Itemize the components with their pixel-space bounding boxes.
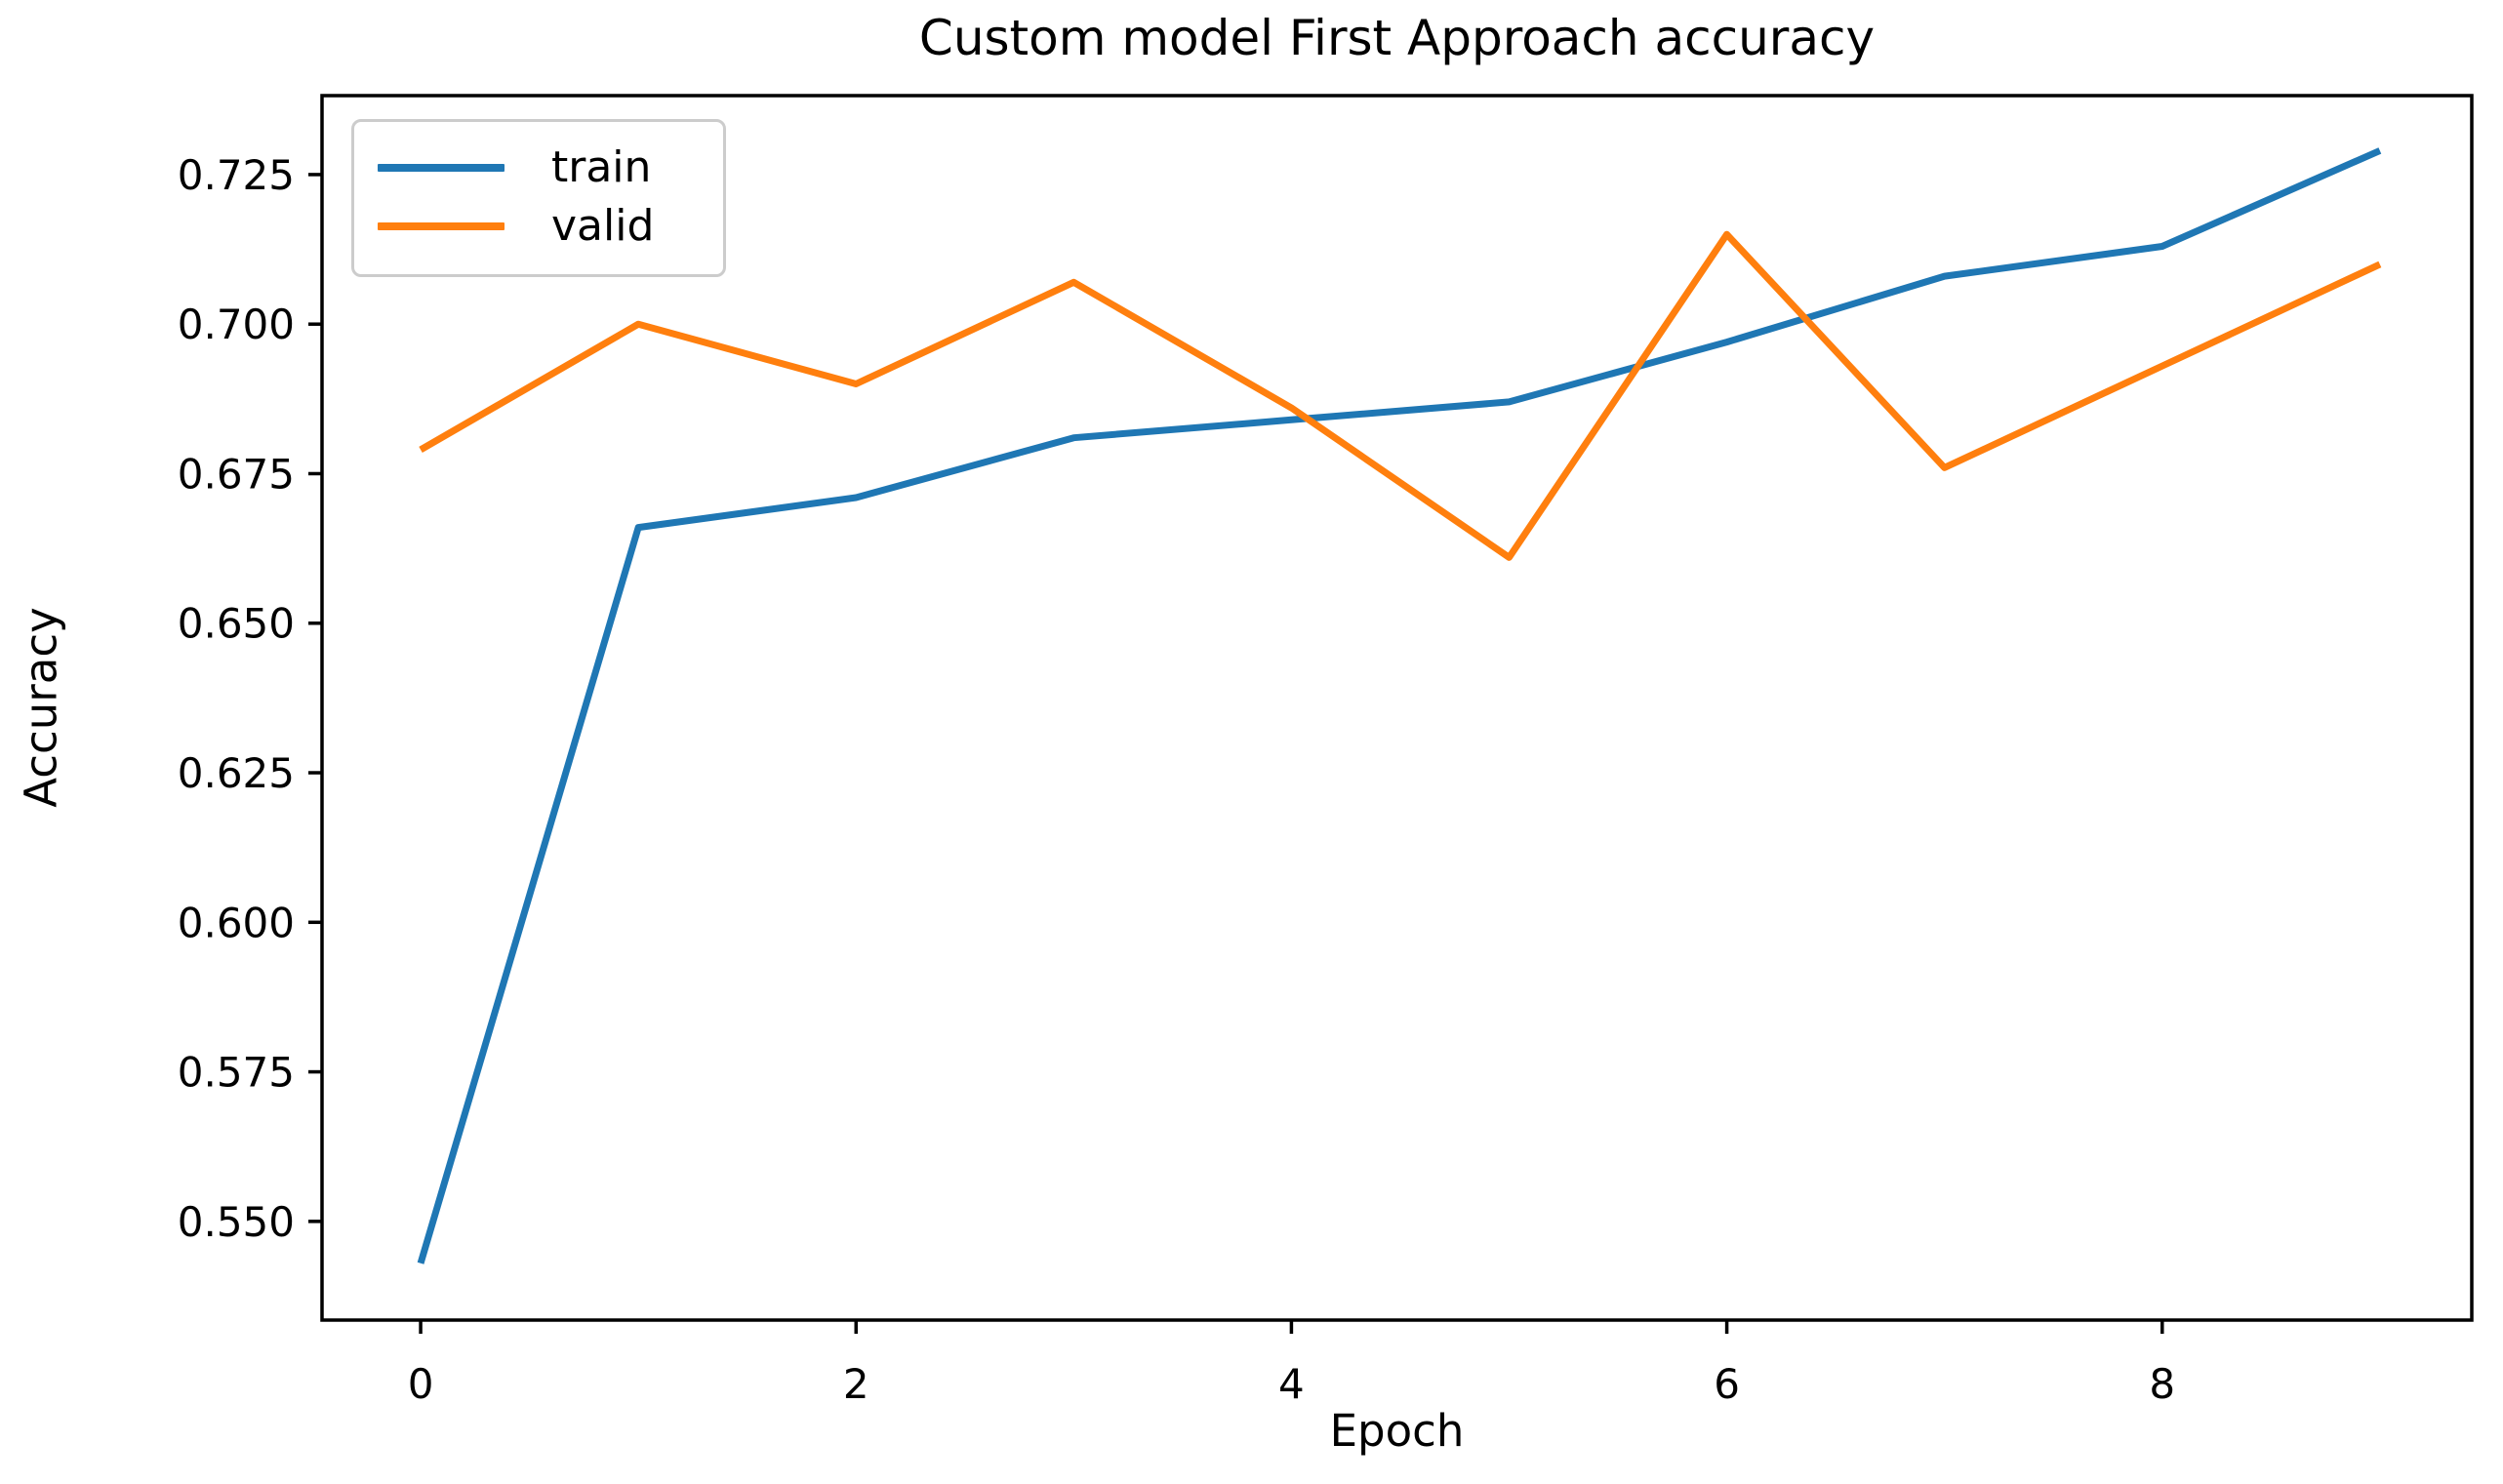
series-train-line bbox=[417, 147, 2382, 1264]
y-tick-label: 0.725 bbox=[178, 151, 295, 199]
y-tick-label: 0.675 bbox=[178, 450, 295, 498]
y-tick-label: 0.600 bbox=[178, 899, 295, 946]
plot-border bbox=[320, 94, 2474, 1322]
y-tick-label: 0.700 bbox=[178, 301, 295, 348]
chart-title: Custom model First Approach accuracy bbox=[918, 10, 1876, 66]
series-valid-line bbox=[419, 230, 2382, 561]
x-axis-label: Epoch bbox=[1329, 1405, 1465, 1457]
x-tick-label: 6 bbox=[1714, 1360, 1740, 1408]
y-axis-label: Accuracy bbox=[15, 607, 67, 808]
y-tick-label: 0.575 bbox=[178, 1049, 295, 1097]
legend-label-valid: valid bbox=[551, 201, 655, 252]
y-tick-label: 0.650 bbox=[178, 600, 295, 648]
y-tick-label: 0.625 bbox=[178, 749, 295, 797]
legend-item-train: train bbox=[378, 141, 723, 192]
x-tick-label: 0 bbox=[408, 1360, 434, 1408]
x-tick-label: 8 bbox=[2149, 1360, 2175, 1408]
x-tick-label: 2 bbox=[843, 1360, 869, 1408]
x-tick-label: 4 bbox=[1278, 1360, 1305, 1408]
valid-line-swatch bbox=[378, 222, 505, 231]
legend-label-train: train bbox=[551, 141, 652, 192]
legend: train valid bbox=[351, 119, 726, 277]
train-line-swatch bbox=[378, 163, 505, 172]
y-tick-label: 0.550 bbox=[178, 1198, 295, 1246]
legend-item-valid: valid bbox=[378, 205, 723, 248]
